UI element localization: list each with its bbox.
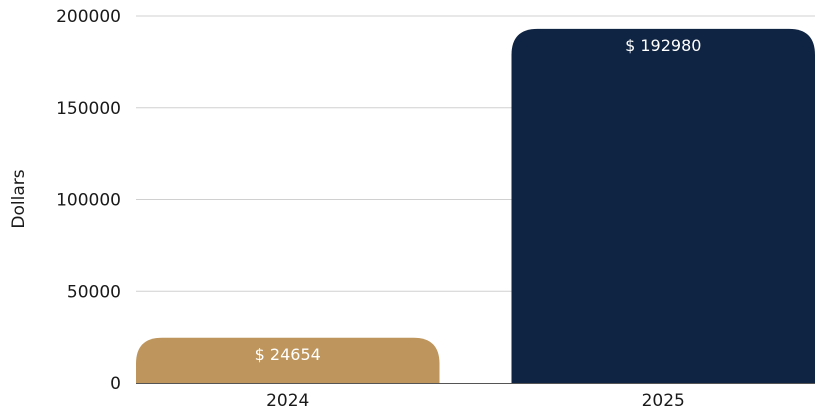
x-tick-label: 2024 [266,391,309,411]
y-tick-label: 0 [110,374,121,394]
bar-2025 [511,28,815,383]
y-axis-ticks: 0 50000 100000 150000 200000 [56,7,121,394]
y-tick-label: 150000 [56,99,121,119]
bars [136,28,815,383]
bar-2024 [136,337,440,383]
y-tick-label: 100000 [56,191,121,211]
data-label-2025: $ 192980 [625,36,701,55]
y-axis-title: Dollars [9,169,29,228]
data-labels: $ 24654 $ 192980 [255,36,702,364]
x-tick-label: 2025 [642,391,685,411]
data-label-2024: $ 24654 [255,345,321,364]
x-axis-ticks: 2024 2025 [266,391,685,411]
y-tick-label: 50000 [67,282,121,302]
y-tick-label: 200000 [56,7,121,27]
